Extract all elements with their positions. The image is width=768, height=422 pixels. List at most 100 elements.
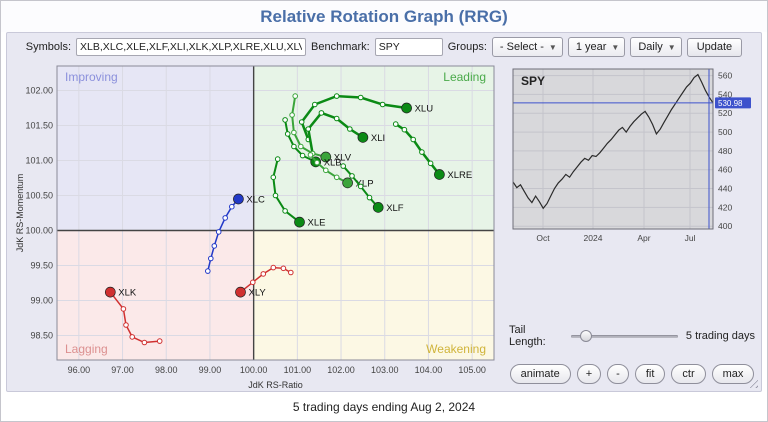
svg-text:96.00: 96.00 [68,365,91,375]
chevron-down-icon: ▼ [611,42,620,52]
svg-text:100.00: 100.00 [25,226,53,236]
svg-text:XLRE: XLRE [447,170,472,181]
svg-text:480: 480 [718,146,732,156]
tail-length-value: 5 trading days [685,330,755,342]
svg-text:XLF: XLF [386,203,404,214]
titlebar: Relative Rotation Graph (RRG) [1,1,767,32]
rrg-series-XLRE[interactable]: XLRE [392,121,472,181]
max-button[interactable]: max [711,364,755,384]
frequency-select-value: Daily [638,41,663,53]
svg-text:103.00: 103.00 [371,365,399,375]
rrg-chart[interactable]: 96.00 97.00 98.00 99.00 100.00 101.00 102.00 10… [13,61,503,391]
svg-text:Leading: Leading [443,70,486,84]
benchmark-input[interactable] [374,38,443,56]
svg-text:Weakening: Weakening [426,342,486,356]
page-title: Relative Rotation Graph (RRG) [260,6,508,26]
tail-length-label: Tail Length: [509,324,546,348]
benchmark-chart-container: 400 420 440 460 480 500 520 540 560 Oct 2024 Apr Jul… [509,61,755,262]
svg-text:97.00: 97.00 [111,365,134,375]
svg-text:101.50: 101.50 [25,121,53,131]
svg-text:XLU: XLU [415,104,434,115]
svg-text:530.98: 530.98 [718,99,743,108]
slider-thumb[interactable] [579,330,592,342]
slider-track [570,335,678,338]
svg-text:Jul: Jul [685,233,696,243]
svg-text:99.50: 99.50 [30,261,53,271]
svg-text:XLB: XLB [324,157,342,168]
tail-length-row: Tail Length: 5 trading days [509,324,755,348]
main-panel: Symbols: Benchmark: Groups: - Select - ▼… [6,32,762,392]
svg-text:Lagging: Lagging [65,342,108,356]
rrg-series-XLV[interactable]: XLV [289,93,352,164]
benchmark-label: Benchmark: [311,41,370,53]
content-row: 96.00 97.00 98.00 99.00 100.00 101.00 102.00 10… [13,61,755,396]
right-column: 400 420 440 460 480 500 520 540 560 Oct 2024 Apr Jul… [503,61,755,396]
period-select[interactable]: 1 year ▼ [567,37,626,57]
svg-text:XLE: XLE [308,218,326,229]
tail-length-slider[interactable] [570,329,678,343]
chevron-down-icon: ▼ [667,42,676,52]
svg-text:100.00: 100.00 [240,365,268,375]
svg-text:Oct: Oct [536,233,550,243]
svg-text:540: 540 [718,89,732,99]
svg-text:520: 520 [718,108,732,118]
svg-text:SPY: SPY [521,74,545,88]
footer: 5 trading days ending Aug 2, 2024 [1,392,767,421]
svg-text:560: 560 [718,71,732,81]
svg-text:XLK: XLK [118,288,137,299]
svg-text:XLP: XLP [356,178,374,189]
svg-text:Apr: Apr [637,233,650,243]
zoom-in-button[interactable]: + [576,364,602,384]
svg-text:JdK RS-Ratio: JdK RS-Ratio [248,380,303,390]
period-select-value: 1 year [575,41,607,53]
rrg-series-XLY[interactable]: XLY [235,264,294,299]
rrg-series-XLE[interactable]: XLE [270,156,326,229]
svg-text:99.00: 99.00 [199,365,222,375]
symbols-label: Symbols: [25,41,72,53]
svg-text:XLY: XLY [249,288,267,299]
svg-text:98.00: 98.00 [155,365,178,375]
svg-text:104.00: 104.00 [415,365,443,375]
svg-text:440: 440 [718,184,732,194]
benchmark-chart[interactable]: 400 420 440 460 480 500 520 540 560 Oct 2024 Apr Jul… [509,61,755,257]
rrg-series-XLF[interactable]: XLF [340,163,404,214]
toolbar: Symbols: Benchmark: Groups: - Select - ▼… [13,35,755,59]
svg-text:400: 400 [718,221,732,231]
svg-text:102.00: 102.00 [25,86,53,96]
center-button[interactable]: ctr [671,364,706,384]
rrg-series-XLC[interactable]: XLC [205,193,266,274]
rrg-series-XLU[interactable]: XLU [298,93,434,143]
svg-text:460: 460 [718,165,732,175]
svg-text:XLI: XLI [371,133,385,144]
chart-buttons: animate + - fit ctr max [509,364,755,384]
rrg-series-XLP[interactable]: XLP [307,152,374,190]
rrg-chart-container: 96.00 97.00 98.00 99.00 100.00 101.00 102.00 10… [13,61,503,396]
svg-text:99.00: 99.00 [30,296,53,306]
zoom-out-button[interactable]: - [607,364,629,384]
groups-select-value: - Select - [499,41,544,53]
last-price-label: 530.98 [715,97,751,109]
groups-select[interactable]: - Select - ▼ [491,37,563,57]
frequency-select[interactable]: Daily ▼ [630,37,682,57]
update-button[interactable]: Update [686,37,743,57]
svg-text:101.00: 101.00 [284,365,312,375]
svg-text:XLV: XLV [334,153,352,164]
svg-text:2024: 2024 [584,233,603,243]
fit-button[interactable]: fit [634,364,666,384]
svg-text:Improving: Improving [65,70,118,84]
svg-text:102.00: 102.00 [327,365,355,375]
animate-button[interactable]: animate [509,364,571,384]
svg-text:JdK RS-Momentum: JdK RS-Momentum [15,174,25,253]
svg-text:XLC: XLC [246,195,265,206]
quadrant-labels: Improving Leading Lagging Weakening [65,70,486,356]
rrg-series-XLK[interactable]: XLK [104,286,163,346]
svg-text:105.00: 105.00 [458,365,486,375]
svg-text:101.00: 101.00 [25,156,53,166]
svg-text:500: 500 [718,127,732,137]
groups-label: Groups: [447,41,487,53]
svg-text:98.50: 98.50 [30,331,53,341]
period-ending-text: 5 trading days ending Aug 2, 2024 [292,399,476,414]
symbols-input[interactable] [76,38,307,56]
svg-text:100.50: 100.50 [25,191,53,201]
